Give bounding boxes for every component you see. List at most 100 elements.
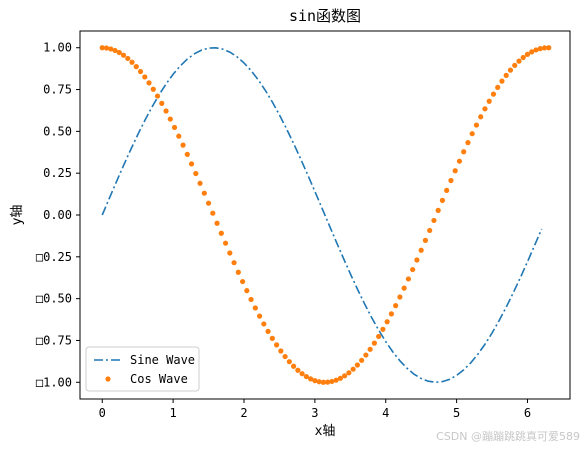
cos-point	[495, 84, 501, 91]
cos-point	[252, 305, 258, 311]
cos-point	[286, 359, 292, 365]
cos-point	[529, 49, 535, 55]
cos-point	[469, 131, 475, 137]
cos-point	[346, 370, 352, 376]
cos-point	[227, 250, 233, 256]
cos-point	[418, 247, 424, 253]
cos-point	[205, 200, 212, 206]
x-tick-label: 3	[311, 406, 318, 420]
cos-point	[350, 366, 356, 372]
y-axis-label: y轴	[10, 205, 25, 226]
cos-point	[320, 379, 326, 385]
cos-point	[524, 51, 531, 57]
cos-point	[112, 47, 118, 54]
cos-point	[197, 180, 203, 186]
x-tick-label: 4	[382, 406, 389, 420]
cos-point	[159, 100, 165, 106]
cos-point	[503, 72, 509, 78]
watermark: CSDN @蹦蹦跳跳真可爱589	[436, 430, 580, 443]
cos-point	[397, 294, 403, 300]
cos-point	[371, 340, 377, 346]
cos-point	[210, 210, 216, 216]
cos-point	[214, 220, 220, 226]
cos-point	[120, 52, 127, 58]
cos-point	[452, 168, 458, 174]
cos-point	[167, 116, 173, 122]
cos-point	[354, 362, 360, 368]
cos-point	[108, 46, 114, 52]
legend: Sine Wave Cos Wave	[85, 346, 200, 392]
cos-point	[316, 379, 322, 385]
cos-point	[291, 363, 297, 369]
cos-point	[278, 348, 284, 354]
cos-point	[367, 346, 373, 352]
cos-point	[414, 257, 420, 263]
legend-box	[85, 346, 200, 392]
cos-point	[520, 54, 526, 61]
y-tick-label: 0.75	[43, 83, 72, 97]
y-tick-label: 0.00	[43, 208, 72, 222]
y-tick-label: □0.25	[36, 250, 72, 264]
cos-point	[116, 49, 122, 56]
cos-point	[405, 276, 412, 282]
cos-point	[201, 190, 207, 196]
cos-point	[154, 93, 161, 99]
cos-point	[461, 149, 467, 155]
chart-title: sin函数图	[289, 7, 361, 25]
cos-point	[308, 376, 314, 382]
cos-point	[133, 64, 139, 70]
cos-point	[516, 58, 522, 64]
cos-point	[439, 197, 446, 203]
cos-point	[482, 106, 488, 112]
cos-point	[142, 74, 148, 80]
cos-point	[512, 62, 518, 68]
cos-point	[282, 353, 288, 360]
cos-point	[388, 311, 395, 317]
cos-point	[222, 240, 229, 246]
cos-point	[359, 357, 365, 363]
legend-swatch-cos	[105, 376, 111, 382]
cos-point	[376, 333, 382, 340]
series-layer	[99, 45, 552, 385]
cos-point	[325, 379, 331, 385]
cos-point	[499, 78, 505, 84]
cos-point	[137, 68, 144, 75]
x-tick-label: 6	[524, 406, 531, 420]
cos-point	[256, 313, 263, 319]
cos-point	[537, 46, 543, 52]
cos-point	[465, 140, 471, 146]
cos-point	[546, 45, 552, 51]
cos-point	[422, 237, 429, 243]
cos-point	[448, 177, 454, 184]
cos-point	[239, 278, 246, 285]
cos-point	[261, 321, 267, 327]
cos-point	[363, 352, 369, 358]
cos-point	[146, 80, 152, 86]
y-tick-label: □0.50	[36, 292, 72, 306]
cos-point	[444, 187, 450, 193]
cos-point	[490, 91, 497, 97]
cos-point	[312, 378, 318, 384]
cos-point	[171, 124, 178, 131]
cos-point	[478, 114, 484, 120]
legend-label: Cos Wave	[130, 372, 188, 386]
cos-point	[244, 288, 250, 294]
cos-point	[486, 98, 492, 104]
cos-point	[473, 122, 480, 128]
cos-point	[342, 373, 348, 379]
cos-point	[248, 296, 254, 303]
x-axis-label: x轴	[315, 424, 336, 439]
cos-point	[188, 161, 195, 167]
y-axis-ticks: 1.00 0.75 0.50 0.25 0.00 □0.25 □0.50 □0.75 □1.00	[36, 41, 80, 389]
y-tick-label: 1.00	[43, 41, 72, 55]
x-tick-label: 0	[99, 406, 106, 420]
cos-point	[541, 45, 548, 51]
cos-point	[299, 371, 305, 377]
cos-point	[410, 266, 416, 273]
cos-point	[163, 108, 169, 114]
cos-point	[150, 86, 156, 92]
cos-point	[265, 328, 271, 334]
cos-point	[337, 375, 343, 381]
y-tick-label: □0.75	[36, 333, 72, 347]
